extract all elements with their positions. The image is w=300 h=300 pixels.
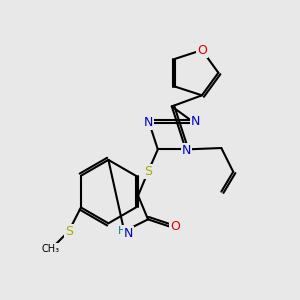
Text: N: N (182, 144, 191, 157)
Text: CH₃: CH₃ (42, 244, 60, 254)
Text: S: S (65, 225, 73, 238)
Text: N: N (191, 115, 200, 128)
Text: O: O (170, 220, 180, 233)
Text: N: N (143, 116, 153, 129)
Text: N: N (124, 227, 133, 240)
Text: H: H (118, 226, 126, 236)
Text: S: S (144, 165, 152, 178)
Text: O: O (197, 44, 207, 57)
